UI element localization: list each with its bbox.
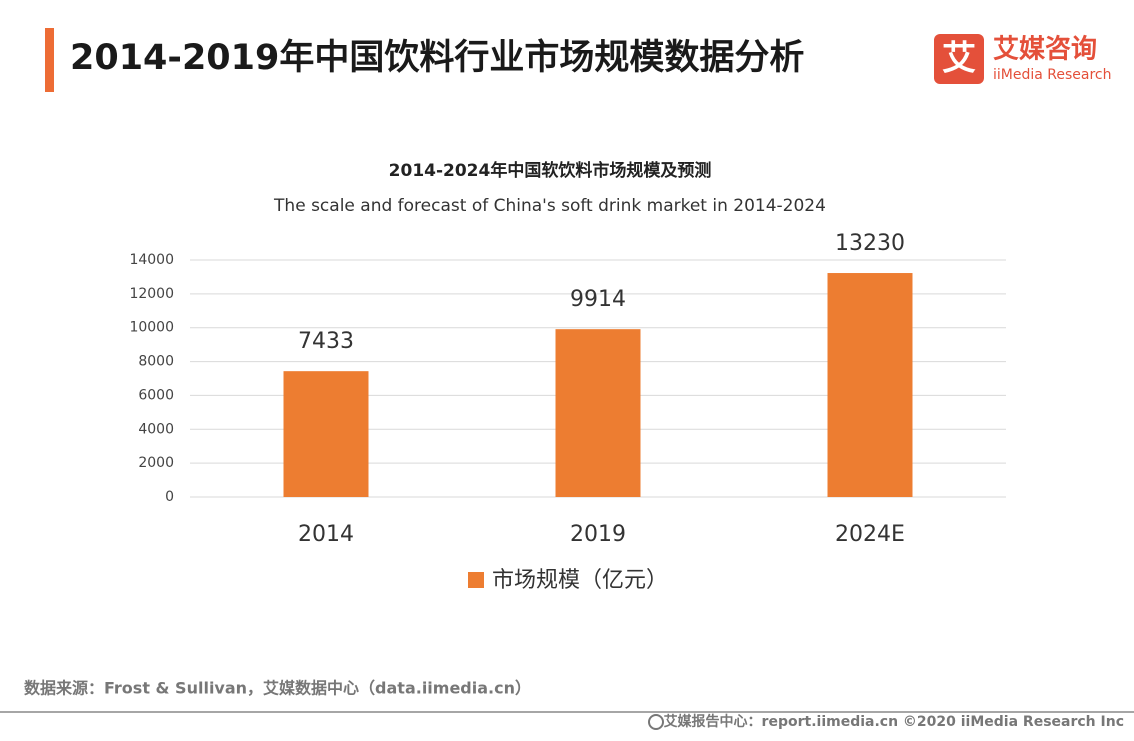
x-tick-label: 2024E: [835, 522, 905, 547]
page-title: 2014-2019年中国饮料行业市场规模数据分析: [70, 38, 804, 78]
bar: [827, 273, 913, 497]
logo-icon-bg: [934, 34, 984, 84]
copyright: 艾媒报告中心：report.iimedia.cn ©2020 iiMedia R…: [664, 713, 1124, 730]
logo-sub: iiMedia Research: [993, 67, 1112, 83]
logo-name: 艾媒咨询: [993, 34, 1097, 65]
chart-title: 2014-2024年中国软饮料市场规模及预测: [389, 160, 712, 181]
y-tick-label: 0: [165, 489, 174, 505]
source-note: 数据来源：Frost & Sullivan，艾媒数据中心（data.iimedi…: [24, 679, 531, 698]
y-tick-label: 2000: [138, 455, 174, 471]
title-accent: [45, 28, 54, 92]
y-tick-label: 4000: [138, 421, 174, 437]
y-tick-label: 10000: [129, 320, 174, 336]
x-tick-label: 2014: [298, 522, 354, 547]
y-tick-label: 12000: [129, 286, 174, 302]
x-tick-label: 2019: [570, 522, 626, 547]
bar: [555, 329, 641, 497]
legend-label: 市场规模（亿元）: [492, 568, 668, 593]
legend-swatch: [468, 572, 484, 588]
value-label: 9914: [570, 287, 626, 312]
y-tick-label: 14000: [129, 252, 174, 268]
value-label: 13230: [835, 231, 905, 256]
value-label: 7433: [298, 329, 354, 354]
y-tick-label: 6000: [138, 387, 174, 403]
bar: [283, 371, 369, 497]
logo-icon: 艾: [942, 39, 976, 79]
y-tick-label: 8000: [138, 354, 174, 370]
globe-icon: [648, 714, 664, 730]
chart-subtitle: The scale and forecast of China's soft d…: [273, 196, 826, 216]
